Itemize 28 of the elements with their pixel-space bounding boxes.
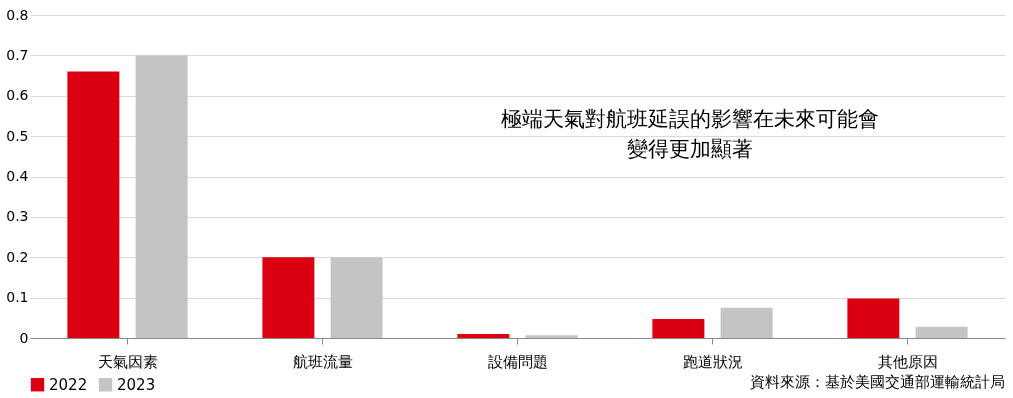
x-tick-label: 天氣因素 (97, 352, 158, 371)
bar (915, 326, 968, 338)
y-tick-label: 0.5 (6, 127, 29, 144)
legend-label: 2023 (117, 375, 156, 394)
x-tick-label: 設備問題 (487, 352, 548, 371)
legend-label: 2022 (49, 375, 88, 394)
annotation: 極端天氣對航班延誤的影響在未來可能會變得更加顯著 (501, 107, 879, 161)
y-tick-label: 0.4 (6, 168, 29, 184)
x-tick-label: 航班流量 (292, 352, 353, 371)
y-tick-label: 0.2 (6, 248, 29, 265)
bar (330, 257, 383, 338)
y-tick-label: 0.8 (6, 6, 29, 23)
bar (457, 333, 510, 338)
y-tick-label: 0.3 (6, 208, 29, 225)
bar (525, 335, 578, 338)
y-tick-label: 0.7 (6, 46, 29, 63)
bar (847, 298, 900, 338)
bar (652, 319, 705, 338)
bar (67, 71, 120, 338)
x-tick-label: 跑道狀況 (682, 352, 743, 371)
source-note: 資料來源：基於美國交通部運輸統計局 (750, 373, 1005, 391)
bar (262, 257, 315, 338)
x-tick-label: 其他原因 (877, 352, 938, 371)
bar (135, 55, 188, 338)
y-tick-label: 0.6 (6, 87, 29, 104)
y-tick-label: 0.1 (6, 289, 29, 306)
bar (720, 307, 773, 338)
y-tick-label: 0 (19, 329, 29, 346)
